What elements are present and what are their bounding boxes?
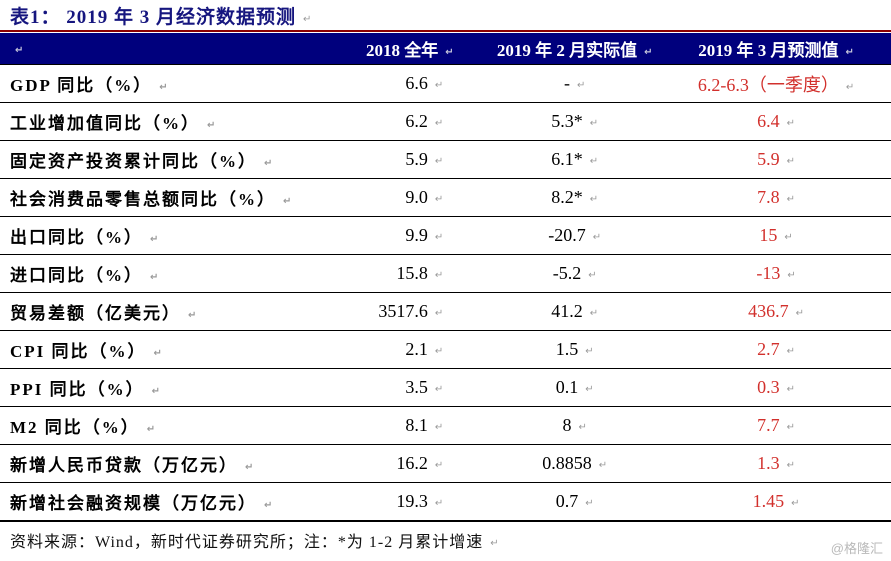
value-feb2019: 0.8858 ↵: [463, 444, 687, 483]
table-row: 固定资产投资累计同比（%） ↵ 5.9 ↵ 6.1* ↵ 5.9 ↵: [0, 140, 891, 179]
table-row: 出口同比（%） ↵ 9.9 ↵ -20.7 ↵ 15 ↵: [0, 216, 891, 255]
row-label: CPI 同比（%） ↵: [0, 330, 357, 369]
header-row: ↵ 2018 全年 ↵ 2019 年 2 月实际值 ↵ 2019 年 3 月预测值 ↵: [0, 33, 891, 65]
paragraph-mark: ↵: [845, 47, 854, 58]
value-2018: 15.8 ↵: [356, 254, 464, 293]
table-title: 表1： 2019 年 3 月经济数据预测: [10, 7, 297, 28]
value-feb2019: -5.2 ↵: [463, 254, 687, 293]
value-2018: 5.9 ↵: [356, 140, 464, 179]
row-label: 社会消费品零售总额同比（%） ↵: [0, 178, 357, 217]
value-feb2019: 1.5 ↵: [463, 330, 687, 369]
value-mar2019-forecast: 6.4 ↵: [686, 102, 891, 141]
value-2018: 16.2 ↵: [356, 444, 464, 483]
value-2018: 6.2 ↵: [356, 102, 464, 141]
value-feb2019: 0.7 ↵: [463, 482, 687, 521]
value-mar2019-forecast: 1.45 ↵: [686, 482, 891, 521]
value-mar2019-forecast: 15 ↵: [686, 216, 891, 255]
row-label: M2 同比（%） ↵: [0, 406, 357, 445]
paragraph-mark: ↵: [303, 14, 312, 25]
value-feb2019: 6.1* ↵: [463, 140, 687, 179]
value-2018: 6.6 ↵: [356, 64, 464, 103]
source-note: 资料来源：Wind，新时代证券研究所；注：*为 1-2 月累计增速 ↵: [10, 534, 500, 551]
row-label: 出口同比（%） ↵: [0, 216, 357, 255]
value-feb2019: 0.1 ↵: [463, 368, 687, 407]
paragraph-mark: ↵: [644, 47, 653, 58]
table-row: 贸易差额（亿美元） ↵ 3517.6 ↵ 41.2 ↵ 436.7 ↵: [0, 292, 891, 331]
value-2018: 3.5 ↵: [356, 368, 464, 407]
table-row: M2 同比（%） ↵ 8.1 ↵ 8 ↵ 7.7 ↵: [0, 406, 891, 445]
table-row: GDP 同比（%） ↵ 6.6 ↵ - ↵ 6.2-6.3（一季度） ↵: [0, 64, 891, 103]
value-2018: 19.3 ↵: [356, 482, 464, 521]
row-label: PPI 同比（%） ↵: [0, 368, 357, 407]
paragraph-mark: ↵: [490, 538, 500, 549]
paragraph-mark: ↵: [445, 47, 454, 58]
watermark-gelonghui: @格隆汇: [830, 541, 883, 556]
header-cell-feb2019: 2019 年 2 月实际值 ↵: [463, 33, 687, 65]
table-row: 工业增加值同比（%） ↵ 6.2 ↵ 5.3* ↵ 6.4 ↵: [0, 102, 891, 141]
value-mar2019-forecast: 6.2-6.3（一季度） ↵: [686, 64, 891, 103]
value-feb2019: 41.2 ↵: [463, 292, 687, 331]
header-cell-mar2019: 2019 年 3 月预测值 ↵: [686, 33, 891, 65]
value-mar2019-forecast: 7.7 ↵: [686, 406, 891, 445]
table-row: 新增人民币贷款（万亿元） ↵ 16.2 ↵ 0.8858 ↵ 1.3 ↵: [0, 444, 891, 483]
value-2018: 9.0 ↵: [356, 178, 464, 217]
table-row: 社会消费品零售总额同比（%） ↵ 9.0 ↵ 8.2* ↵ 7.8 ↵: [0, 178, 891, 217]
value-mar2019-forecast: 5.9 ↵: [686, 140, 891, 179]
table-row: PPI 同比（%） ↵ 3.5 ↵ 0.1 ↵ 0.3 ↵: [0, 368, 891, 407]
table-header: ↵ 2018 全年 ↵ 2019 年 2 月实际值 ↵ 2019 年 3 月预测值 ↵: [0, 33, 891, 65]
table-row: CPI 同比（%） ↵ 2.1 ↵ 1.5 ↵ 2.7 ↵: [0, 330, 891, 369]
row-label: 固定资产投资累计同比（%） ↵: [0, 140, 357, 179]
row-label: 新增社会融资规模（万亿元） ↵: [0, 482, 357, 521]
value-feb2019: 8.2* ↵: [463, 178, 687, 217]
value-mar2019-forecast: -13 ↵: [686, 254, 891, 293]
row-label: 工业增加值同比（%） ↵: [0, 102, 357, 141]
value-mar2019-forecast: 7.8 ↵: [686, 178, 891, 217]
title-rule-divider: [0, 30, 891, 32]
paragraph-mark: ↵: [15, 44, 24, 56]
header-cell-2018: 2018 全年 ↵: [356, 33, 464, 65]
value-2018: 8.1 ↵: [356, 406, 464, 445]
value-mar2019-forecast: 436.7 ↵: [686, 292, 891, 331]
header-cell-label: ↵: [0, 33, 357, 65]
economic-forecast-table: ↵ 2018 全年 ↵ 2019 年 2 月实际值 ↵ 2019 年 3 月预测值 ↵…: [0, 33, 891, 522]
row-label: 进口同比（%） ↵: [0, 254, 357, 293]
value-mar2019-forecast: 1.3 ↵: [686, 444, 891, 483]
value-2018: 3517.6 ↵: [356, 292, 464, 331]
table-row: 进口同比（%） ↵ 15.8 ↵ -5.2 ↵ -13 ↵: [0, 254, 891, 293]
value-mar2019-forecast: 0.3 ↵: [686, 368, 891, 407]
value-feb2019: 5.3* ↵: [463, 102, 687, 141]
table-title-bar: 表1： 2019 年 3 月经济数据预测 ↵: [0, 0, 891, 29]
value-mar2019-forecast: 2.7 ↵: [686, 330, 891, 369]
value-feb2019: -20.7 ↵: [463, 216, 687, 255]
value-2018: 2.1 ↵: [356, 330, 464, 369]
row-label: GDP 同比（%） ↵: [0, 64, 357, 103]
value-feb2019: 8 ↵: [463, 406, 687, 445]
table-body: GDP 同比（%） ↵ 6.6 ↵ - ↵ 6.2-6.3（一季度） ↵ 工业增加值同比…: [0, 64, 891, 521]
value-feb2019: - ↵: [463, 64, 687, 103]
value-2018: 9.9 ↵: [356, 216, 464, 255]
row-label: 新增人民币贷款（万亿元） ↵: [0, 444, 357, 483]
row-label: 贸易差额（亿美元） ↵: [0, 292, 357, 331]
table-row: 新增社会融资规模（万亿元） ↵ 19.3 ↵ 0.7 ↵ 1.45 ↵: [0, 482, 891, 521]
